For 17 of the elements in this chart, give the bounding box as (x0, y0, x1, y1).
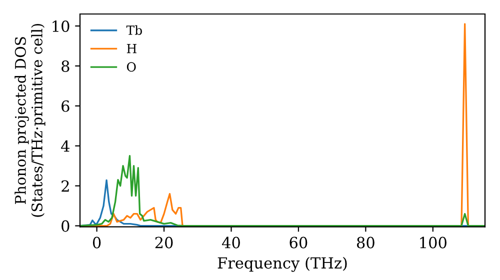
x-tick-label: 80 (356, 236, 374, 248)
y-tick-label: 8 (62, 60, 70, 72)
y-tick-label: 2 (62, 180, 69, 192)
y-tick-label: 6 (62, 100, 70, 112)
y-tick-label: 4 (61, 140, 70, 152)
legend-label: H (126, 44, 136, 54)
x-tick-label: 100 (420, 236, 446, 248)
x-tick-label: 20 (155, 236, 173, 248)
x-axis-title: Frequency (THz) (218, 256, 347, 272)
y-axis-title: Phonon projected DOS (States/THz·primitive cell) (14, 24, 46, 217)
legend-label: Tb (126, 25, 142, 35)
x-tick-label: 0 (92, 236, 101, 248)
y-tick-label: 10 (52, 20, 70, 32)
legend-label: O (126, 62, 136, 72)
x-tick-label: 40 (222, 236, 240, 248)
y-tick-label: 0 (62, 220, 70, 232)
x-tick-label: 60 (290, 236, 308, 248)
